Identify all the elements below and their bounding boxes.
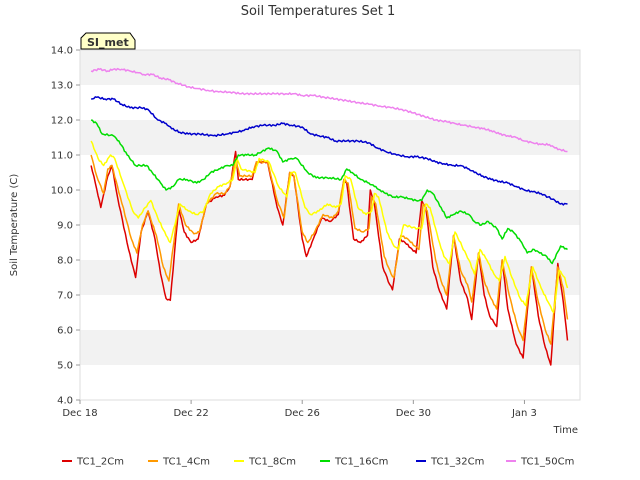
y-tick-label: 12.0 <box>51 116 73 127</box>
chart-title: Soil Temperatures Set 1 <box>241 4 396 19</box>
x-axis-label: Time <box>553 425 578 436</box>
band <box>80 330 580 365</box>
series-line-tc1-8cm <box>90 140 569 314</box>
x-tick-label: Dec 18 <box>62 408 97 419</box>
legend-label: TC1_8Cm <box>248 457 296 468</box>
y-tick-label: 5.0 <box>57 361 73 372</box>
badge-label: SI_met <box>87 36 129 49</box>
series-line-tc1-32cm <box>91 96 568 206</box>
badge-box <box>80 32 136 50</box>
y-tick-label: 14.0 <box>51 46 73 57</box>
y-tick-label: 7.0 <box>57 291 73 302</box>
y-tick-label: 11.0 <box>51 151 73 162</box>
x-tick-label: Dec 26 <box>285 408 320 419</box>
band <box>80 120 580 155</box>
x-tick-label: Dec 22 <box>173 408 208 419</box>
background-bands <box>80 50 580 400</box>
legend: TC1_2Cm TC1_4Cm TC1_8Cm TC1_16Cm TC1_32Cm TC1… <box>62 457 574 468</box>
legend-label: TC1_16Cm <box>334 457 388 468</box>
series-layer <box>90 67 569 366</box>
legend-label: TC1_32Cm <box>430 457 484 468</box>
y-tick-label: 4.0 <box>57 396 73 407</box>
badge: SI_met <box>80 32 136 50</box>
series-line-tc1-2cm <box>90 150 569 366</box>
y-tick-label: 10.0 <box>51 186 73 197</box>
series-line-tc1-16cm <box>90 119 568 265</box>
series-line-tc1-4cm <box>90 154 569 345</box>
series-line-tc1-50cm <box>90 67 568 153</box>
x-tick-label: Dec 30 <box>396 408 431 419</box>
band <box>80 50 580 85</box>
band <box>80 295 580 330</box>
legend-label: TC1_4Cm <box>162 457 210 468</box>
y-axis-ticks: 4.0 5.0 6.0 7.0 8.0 9.0 10.0 11.0 12.0 13.0 14.0 <box>51 46 80 407</box>
legend-label: TC1_50Cm <box>520 457 574 468</box>
band <box>80 155 580 190</box>
band <box>80 365 580 400</box>
x-tick-label: Jan 3 <box>511 408 537 419</box>
y-tick-label: 13.0 <box>51 81 73 92</box>
band <box>80 85 580 120</box>
x-axis-ticks: Dec 18 Dec 22 Dec 26 Dec 30 Jan 3 <box>62 400 537 419</box>
y-tick-label: 8.0 <box>57 256 73 267</box>
band <box>80 190 580 225</box>
legend-label: TC1_2Cm <box>76 457 124 468</box>
y-tick-label: 9.0 <box>57 221 73 232</box>
y-axis-label: Soil Temperature (C) <box>9 174 20 277</box>
y-tick-label: 6.0 <box>57 326 73 337</box>
